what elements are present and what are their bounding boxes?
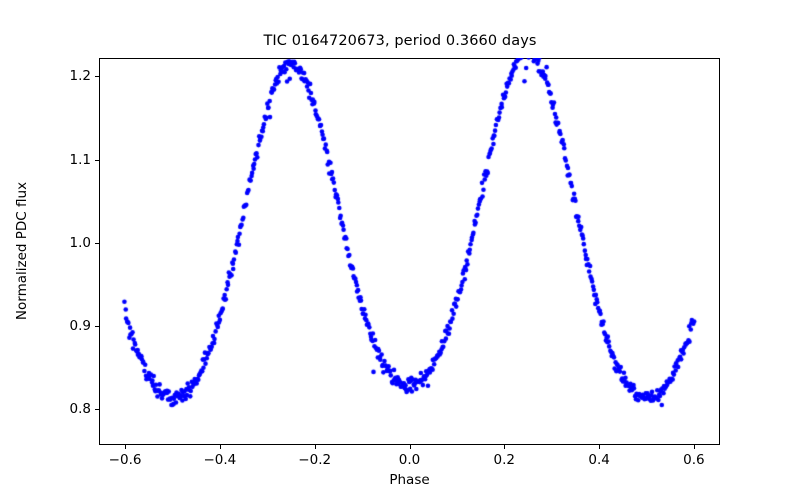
x-tick-label: 0.4	[588, 452, 610, 468]
y-axis-label: Normalized PDC flux	[14, 181, 30, 321]
y-tick-label: 0.8	[69, 401, 91, 418]
y-tick-label: 1.0	[69, 234, 91, 251]
x-tick-label: −0.2	[298, 452, 332, 468]
x-tick-label: 0.0	[398, 452, 421, 468]
x-tick-label: −0.4	[203, 452, 237, 468]
y-tick-label: 1.1	[69, 151, 91, 168]
chart-title: TIC 0164720673, period 0.3660 days	[263, 33, 537, 49]
y-tick-label: 1.2	[69, 68, 91, 85]
x-tick-mark	[219, 445, 221, 449]
x-tick-mark	[504, 445, 506, 449]
scatter-plot-area	[99, 58, 720, 445]
x-axis-label: Phase	[389, 472, 430, 488]
x-tick-label: −0.6	[108, 452, 142, 468]
y-tick-label: 0.9	[69, 317, 91, 334]
x-tick-mark	[125, 445, 127, 449]
x-tick-mark	[409, 445, 411, 449]
x-tick-label: 0.2	[493, 452, 516, 468]
x-tick-mark	[314, 445, 316, 449]
x-tick-mark	[599, 445, 601, 449]
x-tick-mark	[693, 445, 696, 449]
x-tick-label: 0.6	[683, 452, 705, 468]
